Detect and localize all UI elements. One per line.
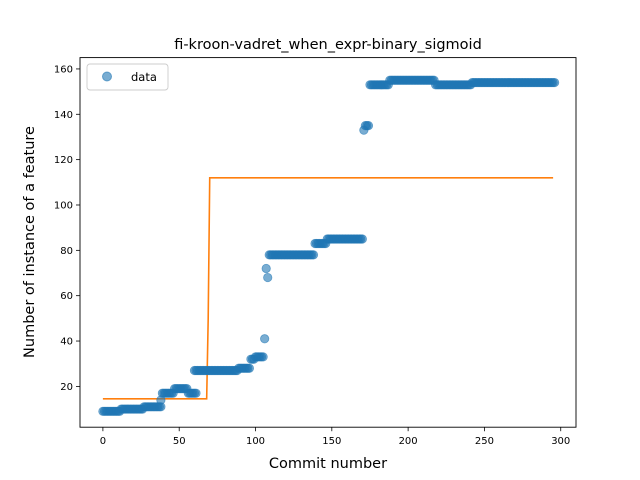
x-tick-label: 0 bbox=[100, 436, 106, 447]
x-tick-label: 300 bbox=[551, 436, 570, 447]
x-axis: 0 50 100 150 200 250 300 bbox=[100, 427, 570, 447]
y-tick-label: 20 bbox=[60, 382, 73, 393]
fit-line bbox=[102, 176, 554, 400]
x-tick-label: 250 bbox=[475, 436, 494, 447]
data-series bbox=[98, 75, 560, 416]
data-point bbox=[191, 388, 201, 398]
fit-series bbox=[102, 176, 554, 400]
y-tick-label: 40 bbox=[60, 337, 73, 348]
plot-frame bbox=[79, 57, 577, 428]
legend-box bbox=[86, 63, 169, 91]
plot-area bbox=[79, 57, 577, 428]
x-tick-label: 100 bbox=[246, 436, 265, 447]
y-tick-label: 60 bbox=[60, 291, 73, 302]
data-point bbox=[263, 272, 273, 283]
y-tick-label: 160 bbox=[54, 64, 73, 75]
x-tick-label: 50 bbox=[173, 436, 186, 447]
x-tick-label: 150 bbox=[322, 436, 341, 447]
data-point bbox=[244, 363, 254, 373]
data-point bbox=[261, 263, 271, 274]
legend: data bbox=[86, 63, 169, 91]
y-axis-label: Number of instance of a feature bbox=[22, 126, 38, 358]
data-point bbox=[550, 77, 560, 88]
x-axis-label: Commit number bbox=[269, 456, 387, 472]
y-tick-label: 80 bbox=[60, 246, 73, 257]
chart-title: fi-kroon-vadret_when_expr-binary_sigmoid bbox=[174, 37, 482, 53]
legend-label-data: data bbox=[131, 70, 157, 84]
y-axis: 20 40 60 80 100 120 140 160 bbox=[54, 64, 80, 393]
data-point bbox=[260, 334, 270, 344]
data-point bbox=[258, 352, 268, 362]
data-point bbox=[308, 250, 319, 260]
data-point bbox=[363, 121, 374, 131]
y-tick-label: 100 bbox=[54, 200, 73, 211]
data-point bbox=[357, 234, 367, 244]
y-tick-label: 120 bbox=[54, 155, 73, 166]
legend-marker-data bbox=[102, 71, 112, 82]
y-tick-label: 140 bbox=[54, 110, 73, 121]
x-tick-label: 200 bbox=[399, 436, 418, 447]
